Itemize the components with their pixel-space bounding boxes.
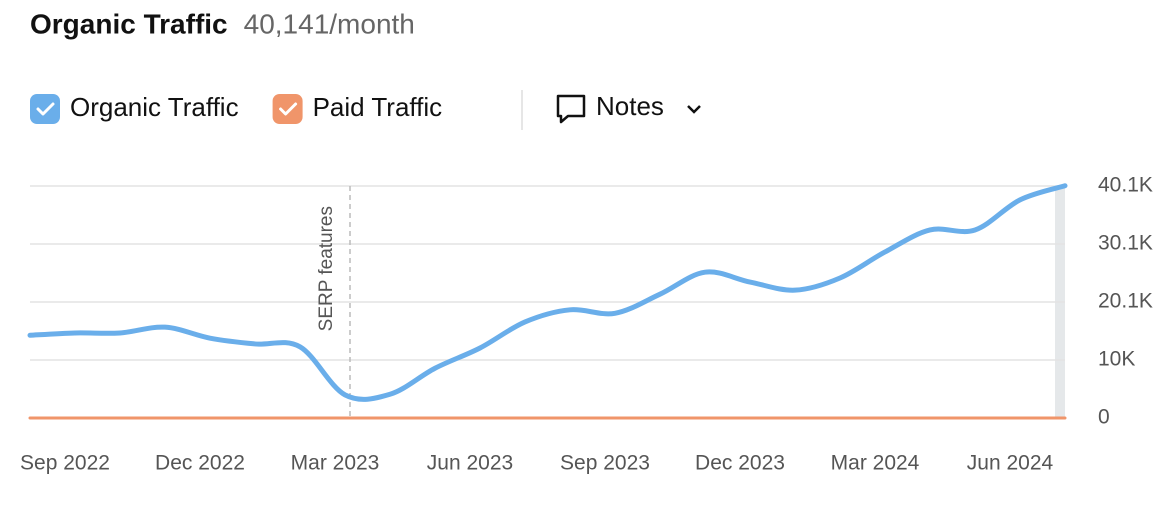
- legend-checkbox: [272, 94, 303, 124]
- notes-chevron: [687, 105, 701, 114]
- legend-label: Paid Traffic: [313, 92, 443, 122]
- x-tick-label: Jun 2024: [967, 452, 1054, 475]
- x-tick-label: Dec 2023: [695, 452, 785, 475]
- x-tick-label: Sep 2023: [560, 452, 650, 475]
- x-tick-label: Dec 2022: [155, 452, 245, 475]
- y-tick-label: 20.1K: [1098, 290, 1153, 313]
- notes-button[interactable]: Notes: [556, 91, 701, 124]
- chart-title: Organic Traffic: [30, 8, 228, 39]
- legend-checkbox: [30, 94, 60, 124]
- y-tick-label: 30.1K: [1098, 232, 1153, 255]
- legend-item[interactable]: Organic Traffic: [30, 92, 239, 124]
- x-tick-label: Mar 2023: [291, 452, 380, 475]
- notes-icon: [556, 94, 586, 124]
- legend-item[interactable]: Paid Traffic: [272, 92, 443, 124]
- y-tick-label: 40.1K: [1098, 174, 1153, 197]
- x-tick-label: Sep 2022: [20, 452, 110, 475]
- y-tick-label: 0: [1098, 406, 1110, 429]
- x-tick-label: Mar 2024: [831, 452, 920, 475]
- legend-check: [36, 102, 55, 116]
- y-tick-label: 10K: [1098, 348, 1135, 371]
- x-tick-label: Jun 2023: [427, 452, 513, 475]
- annotation-label: SERP features: [316, 206, 337, 331]
- series-line: [27, 183, 1068, 402]
- legend-check: [279, 102, 298, 116]
- legend-label: Organic Traffic: [70, 92, 239, 122]
- notes-label: Notes: [596, 91, 664, 121]
- chart-subtitle: 40,141/month: [244, 8, 415, 39]
